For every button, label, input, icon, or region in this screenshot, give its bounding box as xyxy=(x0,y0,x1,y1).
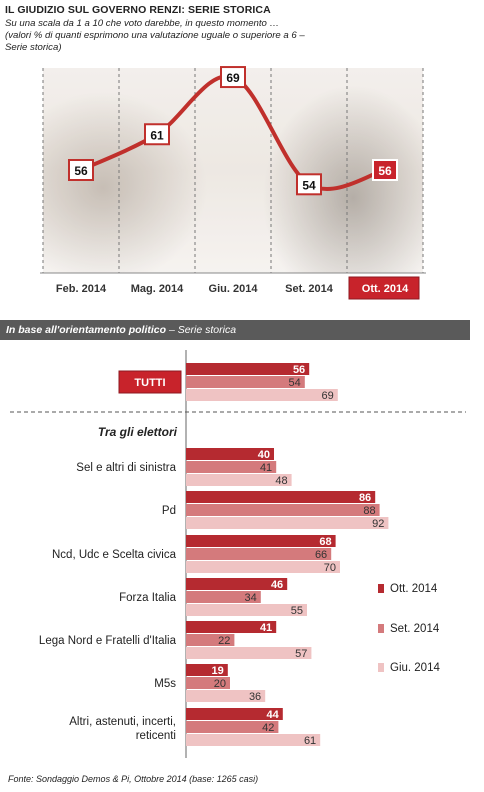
bar xyxy=(186,634,235,646)
bar xyxy=(186,376,305,388)
section-header-bold: In base all'orientamento politico xyxy=(6,324,167,336)
subtitle-line: (valori % di quanti esprimono una valuta… xyxy=(5,30,305,41)
bar xyxy=(186,734,321,746)
bar xyxy=(186,448,274,460)
bar-value-label: 22 xyxy=(218,635,230,647)
bar xyxy=(186,504,380,516)
background-photo-collage xyxy=(43,68,423,273)
data-label: 54 xyxy=(302,178,316,192)
bar xyxy=(186,604,307,616)
bar xyxy=(186,363,310,375)
legend-swatch xyxy=(378,584,384,593)
category-label: Sel e altri di sinistra xyxy=(76,462,176,474)
subtitle-line: Su una scala da 1 a 10 che voto darebbe,… xyxy=(5,18,280,29)
bar-value-label: 88 xyxy=(363,505,375,517)
data-label: 69 xyxy=(226,71,240,85)
category-label: Forza Italia xyxy=(119,592,176,604)
bar-value-label: 46 xyxy=(271,579,283,591)
total-label: TUTTI xyxy=(134,377,165,389)
chart-title: IL GIUDIZIO SUL GOVERNO RENZI: SERIE STO… xyxy=(5,4,271,16)
data-point-box xyxy=(296,173,322,196)
bar-value-label: 57 xyxy=(295,648,307,660)
bar xyxy=(186,621,277,633)
bar-value-label: 44 xyxy=(267,709,280,721)
legend-swatch xyxy=(378,624,384,633)
highlight-tick-box xyxy=(348,276,420,300)
bar xyxy=(186,548,332,560)
bar xyxy=(186,677,230,689)
bar-value-label: 61 xyxy=(304,735,316,747)
bar-value-label: 55 xyxy=(291,605,303,617)
bar-value-label: 34 xyxy=(245,592,257,604)
category-label: Ncd, Udc e Scelta civica xyxy=(52,549,177,561)
bar xyxy=(186,721,279,733)
legend-label: Ott. 2014 xyxy=(390,583,438,595)
bar xyxy=(186,690,266,702)
bar-value-label: 92 xyxy=(372,518,384,530)
chart-subtitle: Su una scala da 1 a 10 che voto darebbe,… xyxy=(5,18,385,54)
x-tick-label: Giu. 2014 xyxy=(209,283,259,295)
line-chart: 56 61 69 54 56 Feb. 2014 Mag. 2014 Giu. 2014 Set… xyxy=(40,66,426,300)
bar xyxy=(186,664,228,676)
bar-value-label: 36 xyxy=(249,691,261,703)
subtitle-line: Serie storica) xyxy=(5,42,62,53)
data-label: 56 xyxy=(74,164,88,178)
x-tick-label: Set. 2014 xyxy=(285,283,334,295)
category-label: Altri, astenuti, incerti, xyxy=(69,716,176,728)
x-tick-label: Mag. 2014 xyxy=(131,283,184,295)
data-point-box xyxy=(68,159,94,181)
bar xyxy=(186,535,336,547)
bar-value-label: 19 xyxy=(212,665,224,677)
bar-value-label: 40 xyxy=(258,449,270,461)
bar-value-label: 48 xyxy=(275,475,287,487)
data-label: 56 xyxy=(378,164,392,178)
bar xyxy=(186,578,288,590)
bar-value-label: 41 xyxy=(260,622,272,634)
bar xyxy=(186,474,292,486)
bar xyxy=(186,647,312,659)
legend-swatch xyxy=(378,663,384,672)
category-label: reticenti xyxy=(136,730,176,742)
category-label: M5s xyxy=(154,678,176,690)
bar-value-label: 41 xyxy=(260,462,272,474)
bar-value-label: 68 xyxy=(319,536,331,548)
data-point-box xyxy=(144,123,170,146)
bar xyxy=(186,491,376,503)
legend-label: Set. 2014 xyxy=(390,623,440,635)
group-heading: Tra gli elettori xyxy=(98,425,178,439)
bar-value-label: 20 xyxy=(214,678,226,690)
bar xyxy=(186,389,338,401)
bar-value-label: 70 xyxy=(324,562,336,574)
bar-value-label: 54 xyxy=(289,377,301,389)
source-note: Fonte: Sondaggio Demos & Pi, Ottobre 201… xyxy=(8,774,259,784)
bar-value-label: 42 xyxy=(262,722,274,734)
bar xyxy=(186,708,283,720)
data-label: 61 xyxy=(150,128,164,142)
bar xyxy=(186,561,340,573)
x-tick-label: Feb. 2014 xyxy=(56,283,107,295)
section-header-rest: – Serie storica xyxy=(166,324,237,336)
bar-value-label: 86 xyxy=(359,492,371,504)
bar xyxy=(186,591,261,603)
bar xyxy=(186,517,389,529)
category-label: Pd xyxy=(162,505,176,517)
bar xyxy=(186,461,277,473)
section-header: In base all'orientamento politico – Seri… xyxy=(0,320,470,340)
bar-value-label: 66 xyxy=(315,549,327,561)
data-point-box xyxy=(220,66,246,89)
category-label: Lega Nord e Fratelli d'Italia xyxy=(39,635,177,647)
legend-label: Giu. 2014 xyxy=(390,662,440,674)
total-label-box xyxy=(118,370,182,394)
bar-value-label: 69 xyxy=(322,390,334,402)
bar-value-label: 56 xyxy=(293,364,305,376)
data-point-box xyxy=(372,159,398,181)
x-tick-label: Ott. 2014 xyxy=(362,283,409,295)
